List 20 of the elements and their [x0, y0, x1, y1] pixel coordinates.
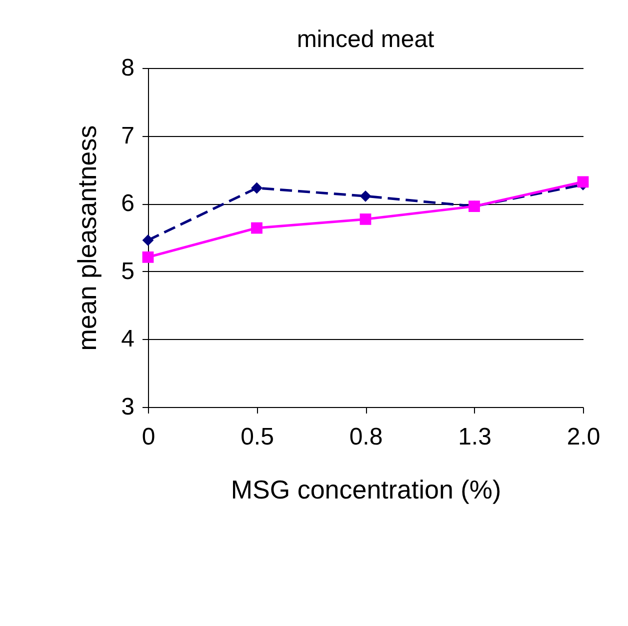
point: [142, 251, 154, 263]
x-tick-label: 0.5: [240, 424, 274, 450]
point: [360, 213, 372, 225]
chart-title: minced meat: [296, 26, 435, 53]
y-tick-label: 7: [121, 122, 134, 150]
y-tick-label: 4: [121, 326, 134, 353]
y-axis-title: mean pleasantness: [72, 125, 102, 351]
point: [142, 234, 154, 246]
y-tick-label: 6: [121, 190, 134, 218]
x-tick-label: 0.8: [349, 424, 383, 450]
y-tick-label: 8: [121, 54, 134, 82]
point: [251, 222, 262, 234]
x-tick-label: 0: [142, 424, 156, 450]
x-tick-label: 1.3: [458, 424, 492, 450]
point: [360, 190, 372, 202]
y-tick-label: 5: [121, 258, 134, 285]
x-tick-label: 2.0: [566, 424, 600, 450]
x-axis-title: MSG concentration (%): [230, 474, 502, 504]
point: [251, 182, 262, 194]
y-tick-label: 3: [121, 394, 134, 420]
